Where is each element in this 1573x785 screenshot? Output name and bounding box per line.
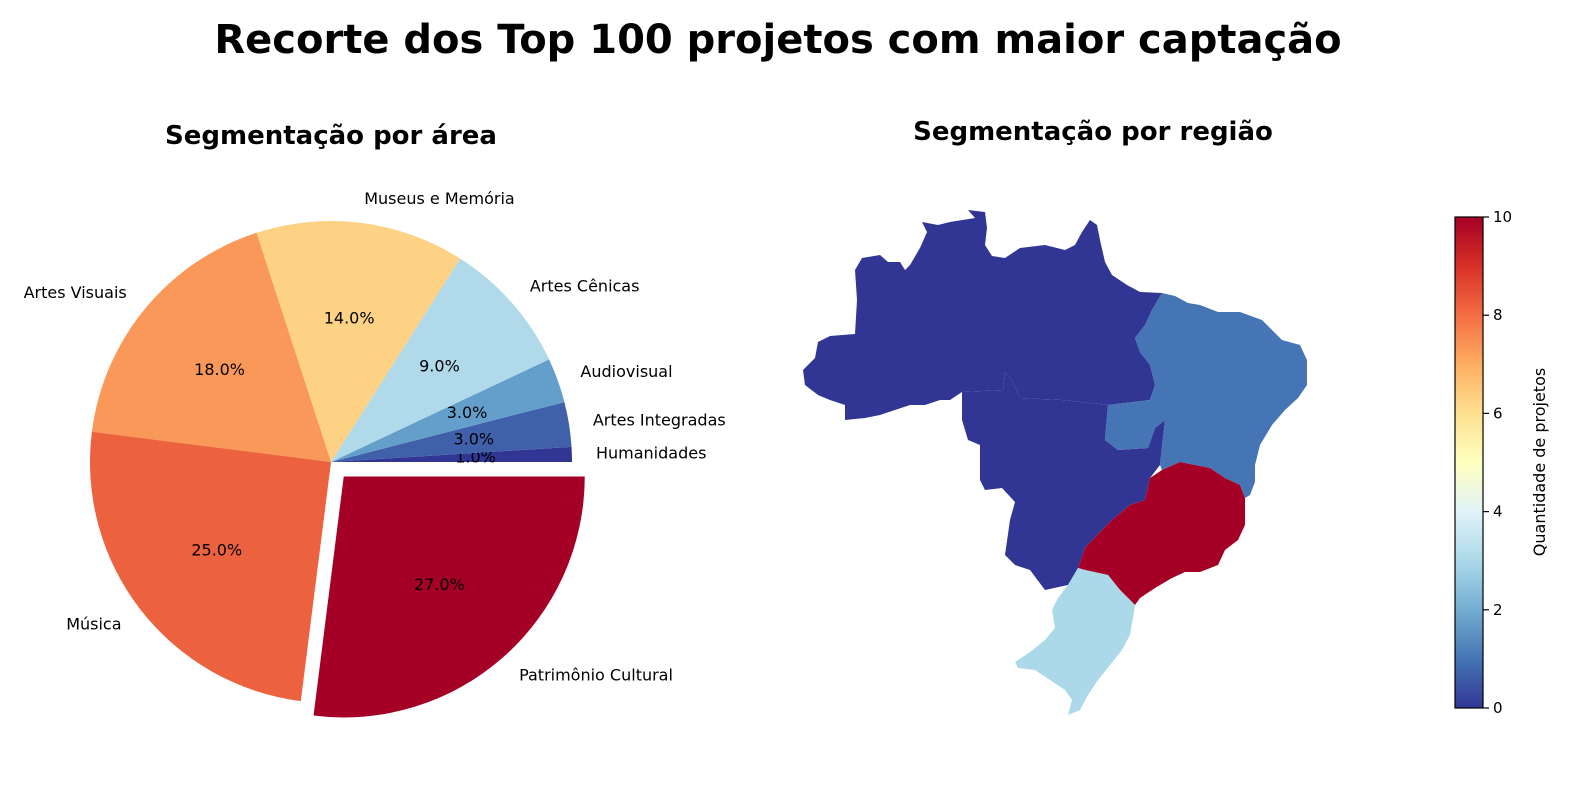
pie-pct-label: 27.0% [414,575,465,594]
region-nordeste [1105,293,1307,498]
pie-category-label: Humanidades [596,444,706,463]
pie-slice-artes-integradas [331,402,572,462]
pie-slice-audiovisual [331,359,565,462]
colorbar-tick-label: 4 [1493,503,1503,521]
pie-category-label: Música [66,614,121,633]
map-title: Segmentação por região [913,117,1273,147]
pie-pct-label: 25.0% [191,541,242,560]
pie-slice-artes-visuais [91,232,331,462]
colorbar-tick-label: 8 [1493,306,1503,324]
colorbar-tick-label: 6 [1493,404,1503,422]
pie-category-label: Audiovisual [580,362,672,381]
region-sul [1015,568,1135,715]
pie-category-label: Museus e Memória [364,189,514,208]
pie-category-label: Artes Cênicas [530,277,640,296]
pie-pct-label: 18.0% [194,360,245,379]
pie-title: Segmentação por área [165,121,497,151]
pie-slice-humanidades [331,446,572,462]
colorbar: 0 2 4 6 8 10 Quantidade de projetos [1454,208,1549,717]
colorbar-bar [1454,216,1484,709]
pie-pct-label: 3.0% [447,403,488,422]
region-map [803,210,1307,715]
pie-slice-artes-cenicas [331,258,550,462]
region-norte [803,210,1162,420]
colorbar-tick-label: 0 [1493,699,1503,717]
pie-category-label: Artes Integradas [593,411,726,430]
colorbar-tick-label: 10 [1493,208,1512,226]
pie-pct-label: 14.0% [324,309,375,328]
figure-title: Recorte dos Top 100 projetos com maior c… [214,17,1341,63]
pie-category-label: Patrimônio Cultural [519,665,673,684]
pie-slice-patrimonio-cultural [313,476,585,718]
pie-pct-label: 3.0% [453,429,494,448]
region-centro-oeste [962,372,1165,590]
colorbar-ticks: 0 2 4 6 8 10 [1483,208,1512,717]
pie-category-label: Artes Visuais [24,283,127,302]
pie-slice-museus-e-memoria [256,221,461,462]
region-sudeste [1078,462,1245,605]
pie-slice-musica [89,431,331,702]
pie-pct-label: 9.0% [419,356,460,375]
colorbar-label: Quantidade de projetos [1530,368,1549,556]
colorbar-tick-label: 2 [1493,601,1503,619]
